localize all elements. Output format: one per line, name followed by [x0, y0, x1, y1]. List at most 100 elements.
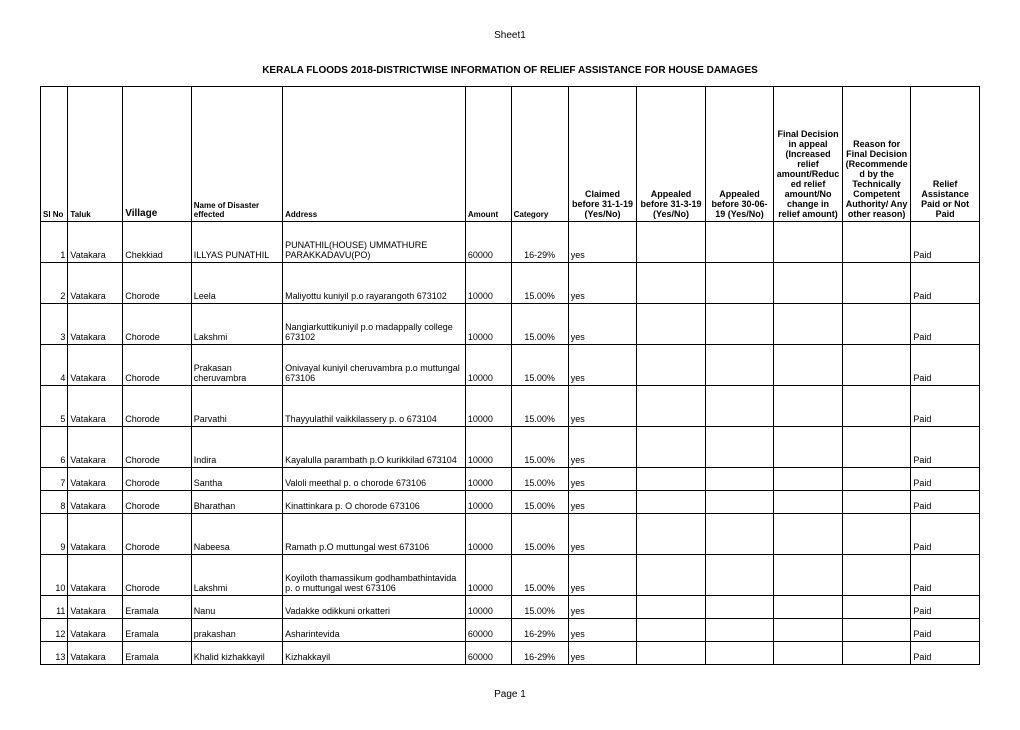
table-cell: 15.00%	[511, 596, 568, 619]
table-cell	[842, 222, 911, 263]
col-reason: Reason for Final Decision (Recommended b…	[842, 87, 911, 222]
table-cell: Paid	[911, 263, 980, 304]
table-cell	[774, 596, 843, 619]
table-cell: 6	[41, 427, 68, 468]
table-cell: 15.00%	[511, 468, 568, 491]
report-title: KERALA FLOODS 2018-DISTRICTWISE INFORMAT…	[40, 65, 980, 76]
table-cell: Asharintevida	[283, 619, 466, 642]
table-cell: Chorode	[123, 427, 192, 468]
table-cell: 10000	[465, 304, 511, 345]
table-cell: 10000	[465, 386, 511, 427]
table-cell: Vatakara	[68, 222, 123, 263]
table-row: 9VatakaraChorodeNabeesaRamath p.O muttun…	[41, 514, 980, 555]
table-cell: Vatakara	[68, 642, 123, 665]
table-cell	[842, 263, 911, 304]
table-body: 1VatakaraChekkiadILLYAS PUNATHILPUNATHIL…	[41, 222, 980, 665]
table-cell: 15.00%	[511, 427, 568, 468]
table-cell: 60000	[465, 619, 511, 642]
table-cell	[774, 491, 843, 514]
table-cell: Koyiloth thamassikum godhambathintavida …	[283, 555, 466, 596]
table-cell	[705, 619, 774, 642]
table-cell	[774, 468, 843, 491]
col-village: Village	[123, 87, 192, 222]
table-cell	[705, 468, 774, 491]
page-footer: Page 1	[40, 689, 980, 700]
table-row: 5VatakaraChorodeParvathiThayyulathil vai…	[41, 386, 980, 427]
table-cell	[774, 555, 843, 596]
table-cell: Vatakara	[68, 555, 123, 596]
table-row: 8VatakaraChorodeBharathanKinattinkara p.…	[41, 491, 980, 514]
relief-table: Sl No Taluk Village Name of Disaster eff…	[40, 86, 980, 665]
table-cell: Nangiarkuttikuniyil p.o madappally colle…	[283, 304, 466, 345]
table-cell: Chorode	[123, 304, 192, 345]
table-cell: Paid	[911, 642, 980, 665]
table-cell: Eramala	[123, 642, 192, 665]
table-cell: Vatakara	[68, 491, 123, 514]
table-cell: Vadakke odikkuni orkatteri	[283, 596, 466, 619]
table-cell	[705, 345, 774, 386]
table-cell: 4	[41, 345, 68, 386]
table-cell: Vatakara	[68, 386, 123, 427]
table-cell: Kayalulla parambath p.O kurikkilad 67310…	[283, 427, 466, 468]
table-cell: Chorode	[123, 345, 192, 386]
table-cell	[842, 345, 911, 386]
table-cell: yes	[568, 555, 637, 596]
table-cell: 10000	[465, 491, 511, 514]
table-cell	[637, 345, 706, 386]
table-cell: 10	[41, 555, 68, 596]
table-cell: Chekkiad	[123, 222, 192, 263]
table-cell	[637, 386, 706, 427]
table-cell: yes	[568, 222, 637, 263]
table-cell	[705, 304, 774, 345]
col-amount: Amount	[465, 87, 511, 222]
table-cell: 10000	[465, 263, 511, 304]
table-cell: prakashan	[191, 619, 282, 642]
table-cell: 15.00%	[511, 555, 568, 596]
table-cell	[637, 304, 706, 345]
col-address: Address	[283, 87, 466, 222]
table-cell	[774, 345, 843, 386]
table-cell: yes	[568, 514, 637, 555]
table-cell: Bharathan	[191, 491, 282, 514]
table-cell: 16-29%	[511, 642, 568, 665]
table-cell: Nabeesa	[191, 514, 282, 555]
table-cell: Paid	[911, 222, 980, 263]
table-cell: Vatakara	[68, 514, 123, 555]
table-cell: Chorode	[123, 514, 192, 555]
table-cell: Vatakara	[68, 427, 123, 468]
table-row: 1VatakaraChekkiadILLYAS PUNATHILPUNATHIL…	[41, 222, 980, 263]
table-cell	[842, 427, 911, 468]
table-cell	[705, 427, 774, 468]
table-cell	[637, 619, 706, 642]
table-cell: Vatakara	[68, 304, 123, 345]
table-cell: Paid	[911, 555, 980, 596]
table-cell: Valoli meethal p. o chorode 673106	[283, 468, 466, 491]
table-cell	[774, 642, 843, 665]
table-cell: Lakshmi	[191, 555, 282, 596]
table-cell: yes	[568, 345, 637, 386]
table-cell: 15.00%	[511, 345, 568, 386]
table-cell: yes	[568, 619, 637, 642]
table-cell: 16-29%	[511, 222, 568, 263]
table-cell: 10000	[465, 596, 511, 619]
table-cell: 15.00%	[511, 386, 568, 427]
table-cell: 15.00%	[511, 304, 568, 345]
table-cell	[774, 514, 843, 555]
table-cell: Khalid kizhakkayil	[191, 642, 282, 665]
table-cell: Nanu	[191, 596, 282, 619]
table-cell: yes	[568, 596, 637, 619]
table-cell: 10000	[465, 468, 511, 491]
table-row: 3VatakaraChorodeLakshmiNangiarkuttikuniy…	[41, 304, 980, 345]
table-cell: Paid	[911, 491, 980, 514]
table-cell	[774, 263, 843, 304]
table-cell: Paid	[911, 427, 980, 468]
table-cell	[774, 222, 843, 263]
table-cell	[842, 514, 911, 555]
table-cell: 10000	[465, 514, 511, 555]
table-cell: yes	[568, 386, 637, 427]
table-cell	[842, 468, 911, 491]
table-cell: Vatakara	[68, 345, 123, 386]
table-cell: 15.00%	[511, 514, 568, 555]
table-cell: Santha	[191, 468, 282, 491]
table-row: 2VatakaraChorodeLeelaMaliyottu kuniyil p…	[41, 263, 980, 304]
